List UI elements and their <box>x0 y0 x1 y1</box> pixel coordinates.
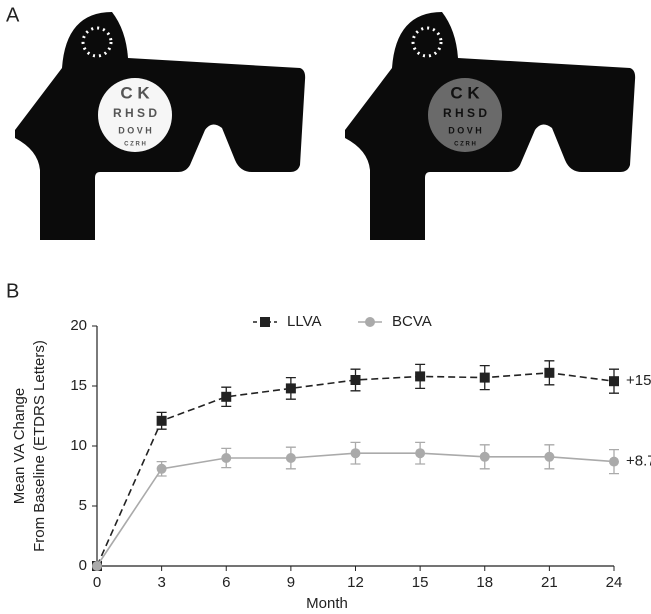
marker <box>415 448 426 459</box>
x-tick-label: 15 <box>412 574 429 591</box>
marker <box>544 451 555 462</box>
marker <box>285 383 296 394</box>
panel-label: A <box>6 4 20 26</box>
chart-line: C Z R H <box>454 142 476 148</box>
marker <box>221 453 232 463</box>
y-tick-label: 15 <box>70 377 87 394</box>
y-tick-label: 5 <box>79 497 87 514</box>
x-tick-label: 24 <box>606 574 623 591</box>
y-axis-title: From Baseline (ETDRS Letters) <box>31 340 48 552</box>
lens <box>428 78 502 152</box>
x-tick-label: 18 <box>476 574 493 591</box>
device-left: C K R H S D D O V H C Z R H <box>15 12 306 240</box>
chart-line: C K <box>450 83 480 102</box>
chart-line: C K <box>120 83 150 102</box>
series-line <box>96 371 615 567</box>
chart-line: D O V H <box>118 125 152 135</box>
chart-line: C Z R H <box>124 142 146 148</box>
marker <box>479 372 490 383</box>
device-right: C K R H S D D O V H C Z R H <box>345 12 636 240</box>
chart-line: D O V H <box>448 125 482 135</box>
chart-line: R H S D <box>113 106 157 120</box>
end-label: +8.7 <box>626 453 651 470</box>
marker <box>609 376 619 387</box>
chart-line: R H S D <box>443 106 487 120</box>
lens <box>98 78 172 152</box>
x-tick-label: 3 <box>157 574 165 591</box>
legend-marker <box>260 317 270 327</box>
panel-label: B <box>6 280 19 302</box>
light-ring <box>411 26 443 58</box>
marker <box>350 375 361 385</box>
x-tick-label: 0 <box>93 574 101 591</box>
marker <box>609 456 619 467</box>
x-tick-label: 6 <box>222 574 230 591</box>
marker <box>221 391 232 402</box>
y-tick-label: 0 <box>79 557 87 574</box>
y-tick-label: 20 <box>70 317 87 334</box>
marker <box>156 463 167 474</box>
end-label: +15.4 <box>626 372 651 389</box>
y-axis-title: Mean VA Change <box>11 388 28 504</box>
series-line <box>96 452 615 567</box>
x-tick-label: 9 <box>287 574 295 591</box>
marker <box>285 453 296 463</box>
light-ring <box>81 26 113 58</box>
marker <box>544 367 555 378</box>
legend-marker <box>365 317 375 327</box>
marker <box>350 448 361 459</box>
marker <box>156 415 167 426</box>
marker <box>415 371 426 382</box>
x-tick-label: 21 <box>541 574 558 591</box>
x-axis-title: Month <box>306 595 348 612</box>
marker <box>479 451 490 462</box>
legend-label: LLVA <box>287 313 321 330</box>
legend-label: BCVA <box>392 313 432 330</box>
x-tick-label: 12 <box>347 574 364 591</box>
y-tick-label: 10 <box>70 437 87 454</box>
marker <box>92 561 102 571</box>
